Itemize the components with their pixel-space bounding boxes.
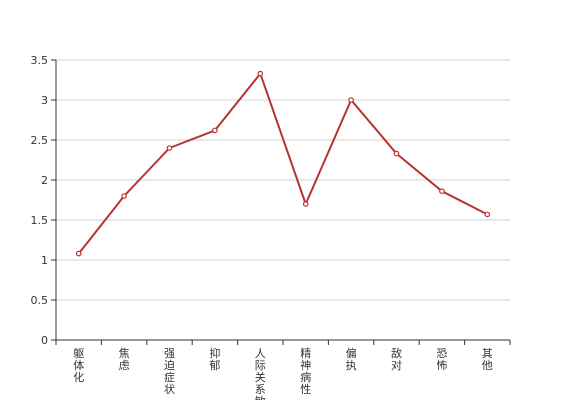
x-category-label: 其他	[482, 347, 493, 372]
y-tick-label: 3	[41, 94, 48, 107]
data-point	[393, 150, 400, 157]
y-tick-label: 0	[41, 334, 48, 347]
data-point	[257, 70, 264, 77]
data-point	[75, 250, 82, 257]
data-point	[348, 97, 354, 103]
data-point	[302, 201, 309, 207]
data-point	[166, 145, 173, 151]
y-tick-label: 2	[41, 174, 48, 187]
data-point	[484, 211, 491, 218]
x-category-label: 焦虑	[119, 347, 130, 372]
grid-lines	[56, 59, 510, 301]
data-point	[212, 127, 218, 134]
x-category-label: 强迫症状	[164, 347, 175, 396]
x-category-labels: 躯体化 焦虑 强迫症状 抑郁 人际关系敏感 精神病性 偏执 敌对 恐怖 其他	[73, 346, 493, 400]
x-category-label: 人际关系敏感	[255, 347, 266, 400]
series-line	[77, 72, 488, 255]
series	[75, 70, 491, 257]
y-tick-label: 0.5	[31, 294, 49, 307]
y-tick-label: 1.5	[31, 214, 49, 227]
axes	[55, 60, 510, 341]
y-tick-label: 2.5	[31, 134, 49, 147]
x-category-label: 躯体化	[73, 347, 84, 384]
x-category-label: 恐怖	[436, 347, 447, 372]
y-tick-labels: 0 0.5 1 1.5 2 2.5 3 3.5	[31, 54, 56, 347]
x-category-label: 敌对	[391, 346, 402, 372]
data-point	[121, 193, 127, 199]
x-tick-marks	[55, 340, 511, 345]
x-category-label: 抑郁	[209, 346, 220, 372]
y-tick-label: 3.5	[31, 54, 49, 67]
y-tick-label: 1	[41, 254, 48, 267]
x-category-label: 偏执	[346, 346, 357, 372]
data-point	[439, 188, 445, 195]
x-category-label: 精神病性	[300, 347, 311, 396]
